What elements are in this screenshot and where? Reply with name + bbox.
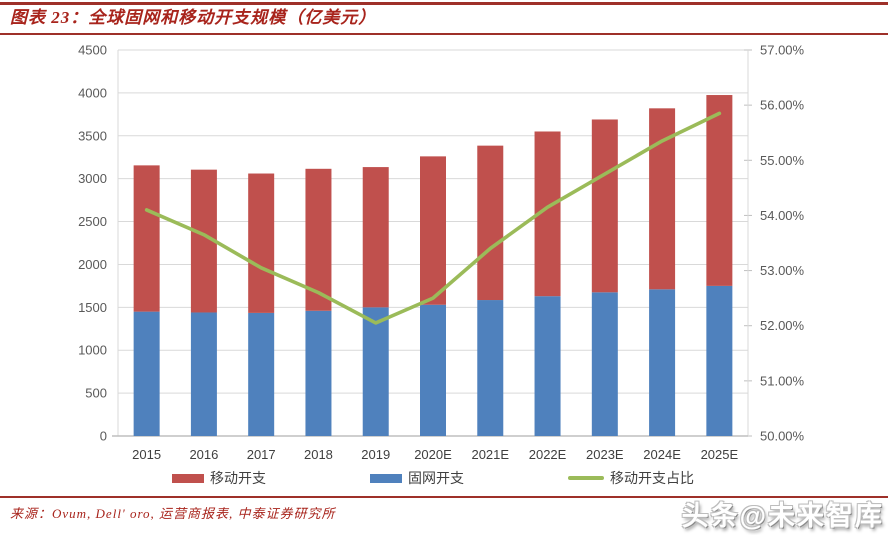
bar-segment-mobile-2015: [133, 165, 160, 312]
left-axis-tick-label: 1000: [78, 343, 107, 358]
x-axis-tick-label: 2025E: [701, 447, 739, 462]
watermark: 头条@未来智库: [681, 501, 884, 531]
x-axis-tick-label: 2021E: [471, 447, 509, 462]
x-axis-tick-label: 2023E: [586, 447, 624, 462]
right-axis-tick-label: 50.00%: [760, 429, 805, 444]
mobile-ratio-line: [144, 111, 722, 325]
bar-segment-mobile-2025E: [706, 95, 733, 286]
left-axis-tick-label: 1500: [78, 300, 107, 315]
chart-title: 图表 23：全球固网和移动开支规模（亿美元）: [10, 8, 377, 27]
bar-segment-mobile-2019: [362, 167, 389, 308]
bar-segment-mobile-2021E: [477, 145, 504, 301]
legend-item-mobile-ratio: 移动开支占比: [568, 468, 694, 488]
bar-segment-fixed-2015: [133, 311, 160, 436]
bar-segment-fixed-2017: [248, 312, 275, 436]
bar-segment-fixed-2023E: [591, 292, 618, 436]
legend-swatch-mobile-spend: [172, 473, 204, 483]
x-axis-tick-label: 2017: [247, 447, 276, 462]
legend-label-mobile-spend: 移动开支: [210, 470, 266, 486]
right-axis-tick-label: 51.00%: [760, 373, 805, 388]
left-axis-tick-label: 2500: [78, 214, 107, 229]
left-axis-tick-label: 4500: [78, 43, 107, 58]
left-axis-tick-label: 3500: [78, 128, 107, 143]
chart-legend: 移动开支 固网开支 移动开支占比: [118, 468, 748, 488]
bar-segment-fixed-2018: [305, 310, 332, 436]
x-axis-tick-label: 2015: [132, 447, 161, 462]
left-axis-tick-label: 500: [85, 386, 107, 401]
legend-item-fixed-spend: 固网开支: [370, 468, 464, 488]
legend-label-mobile-ratio: 移动开支占比: [610, 470, 694, 486]
right-axis-tick-label: 56.00%: [760, 98, 805, 113]
x-axis-tick-label: 2016: [189, 447, 218, 462]
x-axis-tick-label: 2022E: [529, 447, 567, 462]
bar-segment-fixed-2019: [362, 307, 389, 436]
legend-swatch-mobile-ratio: [568, 476, 604, 480]
left-axis-tick-label: 2000: [78, 257, 107, 272]
legend-label-fixed-spend: 固网开支: [408, 470, 464, 486]
bar-segment-mobile-2020E: [420, 156, 446, 305]
right-axis-tick-label: 55.00%: [760, 153, 805, 168]
top-rule: [0, 2, 888, 5]
x-axis-tick-label: 2024E: [643, 447, 681, 462]
bar-segment-fixed-2020E: [420, 304, 446, 436]
x-axis-tick-label: 2018: [304, 447, 333, 462]
source-note: 来源：Ovum, Dell' oro, 运营商报表, 中泰证券研究所: [10, 506, 336, 521]
x-axis-tick-label: 2019: [361, 447, 390, 462]
legend-swatch-fixed-spend: [370, 473, 402, 483]
right-axis-tick-label: 57.00%: [760, 43, 805, 58]
bar-segment-fixed-2024E: [649, 289, 676, 436]
left-axis-tick-label: 4000: [78, 85, 107, 100]
bar-segment-mobile-2023E: [591, 119, 618, 293]
right-axis-tick-label: 54.00%: [760, 208, 805, 223]
x-axis-tick-label: 2020E: [414, 447, 452, 462]
left-axis-tick-label: 3000: [78, 171, 107, 186]
bar-segment-fixed-2022E: [534, 296, 561, 436]
left-axis-tick-label: 0: [100, 429, 107, 444]
bar-segment-mobile-2017: [248, 173, 275, 313]
bar-segment-fixed-2021E: [477, 300, 504, 436]
legend-item-mobile-spend: 移动开支: [172, 468, 266, 488]
bar-segment-fixed-2016: [190, 312, 217, 436]
footer-rule: [0, 496, 888, 498]
title-underline-rule: [0, 33, 888, 35]
bar-segment-fixed-2025E: [706, 285, 733, 436]
right-axis-tick-label: 52.00%: [760, 318, 805, 333]
right-axis-tick-label: 53.00%: [760, 263, 805, 278]
